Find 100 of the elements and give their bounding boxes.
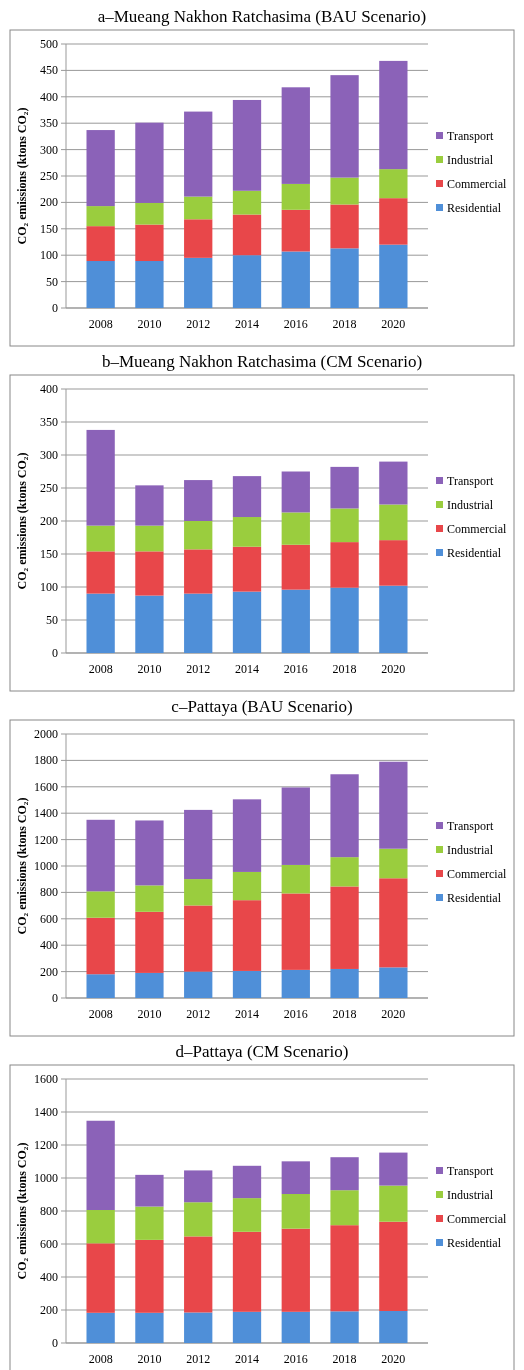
x-tick-label: 2008 <box>88 317 113 331</box>
bar <box>135 261 164 308</box>
bar <box>330 1190 359 1226</box>
y-axis-title: CO₂ emissions (ktons CO₂) <box>15 797 29 935</box>
y-tick-label: 200 <box>40 964 58 979</box>
y-tick-label: 350 <box>40 116 58 131</box>
bar <box>379 60 408 170</box>
bar <box>232 871 262 901</box>
legend-label: Commercial <box>447 177 507 191</box>
bar <box>86 551 115 594</box>
bar <box>184 111 213 197</box>
y-tick-label: 250 <box>40 169 58 183</box>
y-tick-label: 100 <box>40 580 58 594</box>
bar <box>86 1312 115 1343</box>
legend-label: Transport <box>447 474 494 488</box>
legend-label: Commercial <box>447 1212 507 1226</box>
bar <box>281 87 310 184</box>
bar <box>184 549 213 594</box>
bar <box>86 974 115 998</box>
bar <box>379 1221 408 1311</box>
bar <box>135 551 164 596</box>
bar <box>281 589 310 653</box>
x-tick-label: 2018 <box>332 1007 357 1021</box>
bar <box>86 226 115 262</box>
bar <box>184 257 213 308</box>
bar <box>379 848 408 879</box>
x-tick-label: 2020 <box>381 1352 406 1366</box>
bar <box>379 540 408 586</box>
bar <box>281 1228 310 1312</box>
y-tick-label: 200 <box>40 1303 58 1317</box>
bar <box>379 761 408 849</box>
x-tick-label: 2014 <box>235 1007 259 1021</box>
bar <box>86 917 115 975</box>
bar <box>184 879 213 906</box>
bar <box>379 244 408 308</box>
bar <box>232 214 262 256</box>
bar <box>330 1225 359 1312</box>
bar <box>379 461 408 505</box>
bar <box>232 255 262 308</box>
y-axis-title: CO₂ emissions (ktons CO₂) <box>15 1142 29 1280</box>
legend-label: Industrial <box>447 498 494 512</box>
bar <box>184 971 213 998</box>
x-tick-label: 2018 <box>332 1352 357 1366</box>
y-tick-label: 400 <box>40 382 58 396</box>
bar <box>232 99 262 191</box>
x-tick-label: 2016 <box>283 317 308 331</box>
bar <box>184 905 213 972</box>
y-tick-label: 400 <box>40 938 58 953</box>
bar <box>135 911 164 973</box>
bar <box>184 809 213 880</box>
bar <box>330 508 359 543</box>
bar <box>184 593 213 653</box>
x-tick-label: 2018 <box>332 662 357 676</box>
x-tick-label: 2014 <box>235 662 259 676</box>
bar <box>379 967 408 998</box>
x-tick-label: 2008 <box>88 662 113 676</box>
bar <box>330 542 359 588</box>
y-tick-label: 1200 <box>34 832 58 847</box>
y-tick-label: 350 <box>40 415 58 429</box>
bar <box>232 591 262 653</box>
bar <box>281 1161 310 1195</box>
bar <box>281 864 310 894</box>
legend-label: Transport <box>447 819 494 833</box>
y-tick-label: 1000 <box>34 1171 58 1185</box>
y-axis-title: CO₂ emissions (ktons CO₂) <box>15 107 29 245</box>
x-tick-label: 2012 <box>186 1352 211 1366</box>
bar <box>330 248 359 308</box>
bar <box>184 1312 213 1343</box>
bar <box>232 1198 262 1232</box>
bar <box>379 1152 408 1186</box>
bar <box>184 196 213 220</box>
y-axis-title: CO₂ emissions (ktons CO₂) <box>15 452 29 590</box>
y-tick-label: 400 <box>40 1270 58 1284</box>
y-tick-label: 300 <box>40 448 58 462</box>
legend-label: Residential <box>447 891 502 905</box>
y-tick-label: 1600 <box>34 1072 58 1086</box>
x-tick-label: 2016 <box>283 1352 308 1366</box>
bar <box>281 787 310 865</box>
bar <box>135 1239 164 1313</box>
bar <box>281 251 310 308</box>
x-tick-label: 2020 <box>381 317 406 331</box>
y-tick-label: 150 <box>40 547 58 561</box>
bar <box>232 476 262 518</box>
bar <box>232 1311 262 1343</box>
bar <box>232 546 262 592</box>
legend-label: Residential <box>447 1236 502 1250</box>
legend-label: Industrial <box>447 153 494 167</box>
bar <box>86 525 115 552</box>
x-tick-label: 2012 <box>186 1007 211 1021</box>
bar <box>379 169 408 199</box>
legend-label: Industrial <box>447 843 494 857</box>
bar <box>330 177 359 205</box>
bar <box>330 968 359 998</box>
bar <box>330 1157 359 1191</box>
bar <box>232 1231 262 1312</box>
y-tick-label: 400 <box>40 89 58 104</box>
bar <box>379 878 408 968</box>
x-tick-label: 2020 <box>381 662 406 676</box>
bar <box>330 857 359 887</box>
x-tick-label: 2014 <box>235 1352 259 1366</box>
